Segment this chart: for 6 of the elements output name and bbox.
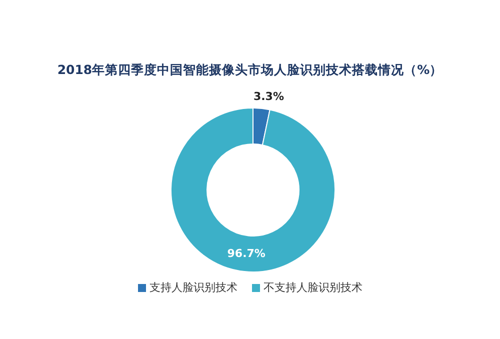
legend-label: 不支持人脸识别技术 <box>262 280 362 295</box>
legend-label: 支持人脸识别技术 <box>148 280 238 295</box>
data-label: 96.7% <box>227 247 266 260</box>
chart-title: 2018年第四季度中国智能摄像头市场人脸识别技术搭载情况（%） <box>56 62 444 79</box>
data-label: 3.3% <box>253 90 284 104</box>
donut-slice <box>170 108 336 272</box>
